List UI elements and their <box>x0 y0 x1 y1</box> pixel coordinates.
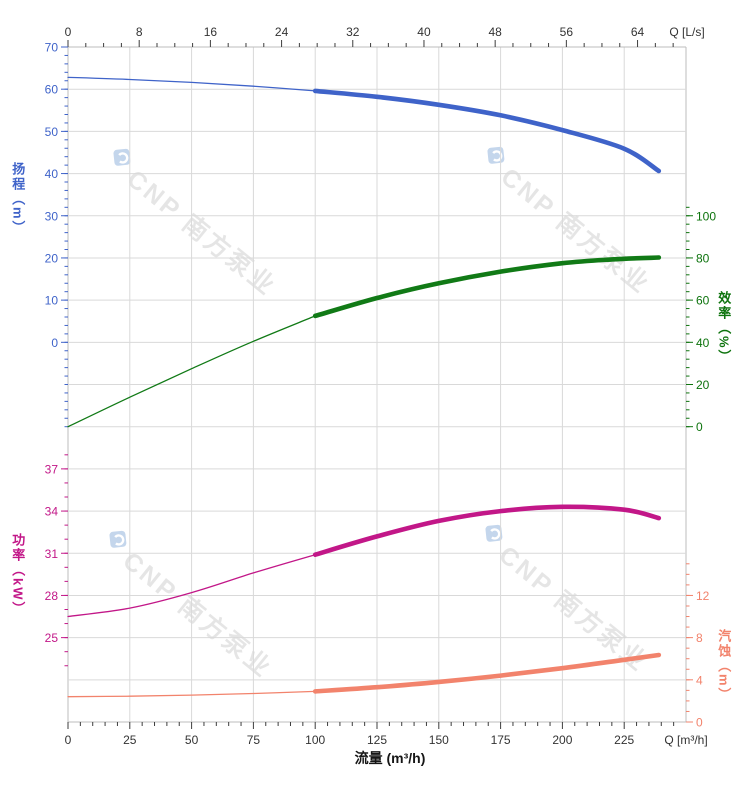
tick-label: 150 <box>429 733 449 747</box>
tick-label: 0 <box>696 420 703 434</box>
tick-label: 64 <box>631 25 645 39</box>
tick-label: 48 <box>488 25 502 39</box>
gridlines <box>67 46 687 723</box>
tick-label: 32 <box>346 25 360 39</box>
tick-label: 30 <box>45 209 59 223</box>
power-axis: 37 34 31 28 25 <box>45 454 68 667</box>
tick-label: 12 <box>696 589 710 603</box>
tick-label: 56 <box>560 25 574 39</box>
power-axis-title: 功率（kW） <box>10 533 26 617</box>
npsh-axis: 12 8 4 0 <box>686 563 710 730</box>
tick-label: 16 <box>204 25 218 39</box>
tick-label: 40 <box>45 167 59 181</box>
head-axis-title: 扬程（m） <box>10 162 26 236</box>
tick-label: 28 <box>45 589 59 603</box>
tick-label: 8 <box>136 25 143 39</box>
tick-label: 225 <box>614 733 634 747</box>
x-axis-title: 流量 (m³/h) <box>354 750 426 766</box>
tick-label: 60 <box>45 83 59 97</box>
tick-label: 10 <box>45 294 59 308</box>
tick-label: 60 <box>696 294 710 308</box>
top-axis: 0 8 16 24 32 40 48 56 64 Q [L/s] <box>65 25 705 47</box>
tick-label: 4 <box>696 673 703 687</box>
tick-label: 50 <box>185 733 199 747</box>
tick-label: 40 <box>417 25 431 39</box>
tick-label: 0 <box>51 336 58 350</box>
efficiency-axis: 100 80 60 40 20 0 <box>686 206 716 434</box>
power-curve <box>67 504 662 618</box>
tick-label: 100 <box>696 209 716 223</box>
tick-label: 75 <box>247 733 261 747</box>
tick-label: 50 <box>45 125 59 139</box>
tick-label: Q [m³/h] <box>664 733 707 747</box>
tick-label: 25 <box>123 733 137 747</box>
tick-label: 24 <box>275 25 289 39</box>
tick-label: 175 <box>491 733 511 747</box>
tick-label: 31 <box>45 547 59 561</box>
tick-label: 34 <box>45 505 59 519</box>
tick-label: 0 <box>696 716 703 730</box>
tick-label: 200 <box>552 733 572 747</box>
tick-label: 25 <box>45 631 59 645</box>
tick-label: 37 <box>45 462 59 476</box>
bottom-axis: 0 25 50 75 100 125 150 175 200 225 Q [m³/h] <box>65 722 708 747</box>
tick-label: 0 <box>65 733 72 747</box>
tick-label: 20 <box>696 378 710 392</box>
tick-label: 100 <box>305 733 325 747</box>
efficiency-curve <box>67 255 662 428</box>
efficiency-axis-title: 效率（%） <box>716 291 732 365</box>
tick-label: 0 <box>65 25 72 39</box>
tick-label: 70 <box>45 41 59 55</box>
tick-label: 80 <box>696 251 710 265</box>
npsh-axis-title: 汽蚀（m） <box>716 629 732 703</box>
tick-label: 40 <box>696 336 710 350</box>
head-axis: 70 60 50 40 30 20 10 0 <box>45 41 68 428</box>
tick-label: 20 <box>45 251 59 265</box>
tick-label: 8 <box>696 631 703 645</box>
head-curve <box>67 76 662 174</box>
tick-label: 125 <box>367 733 387 747</box>
npsh-curve <box>67 652 662 698</box>
tick-label: Q [L/s] <box>669 25 704 39</box>
